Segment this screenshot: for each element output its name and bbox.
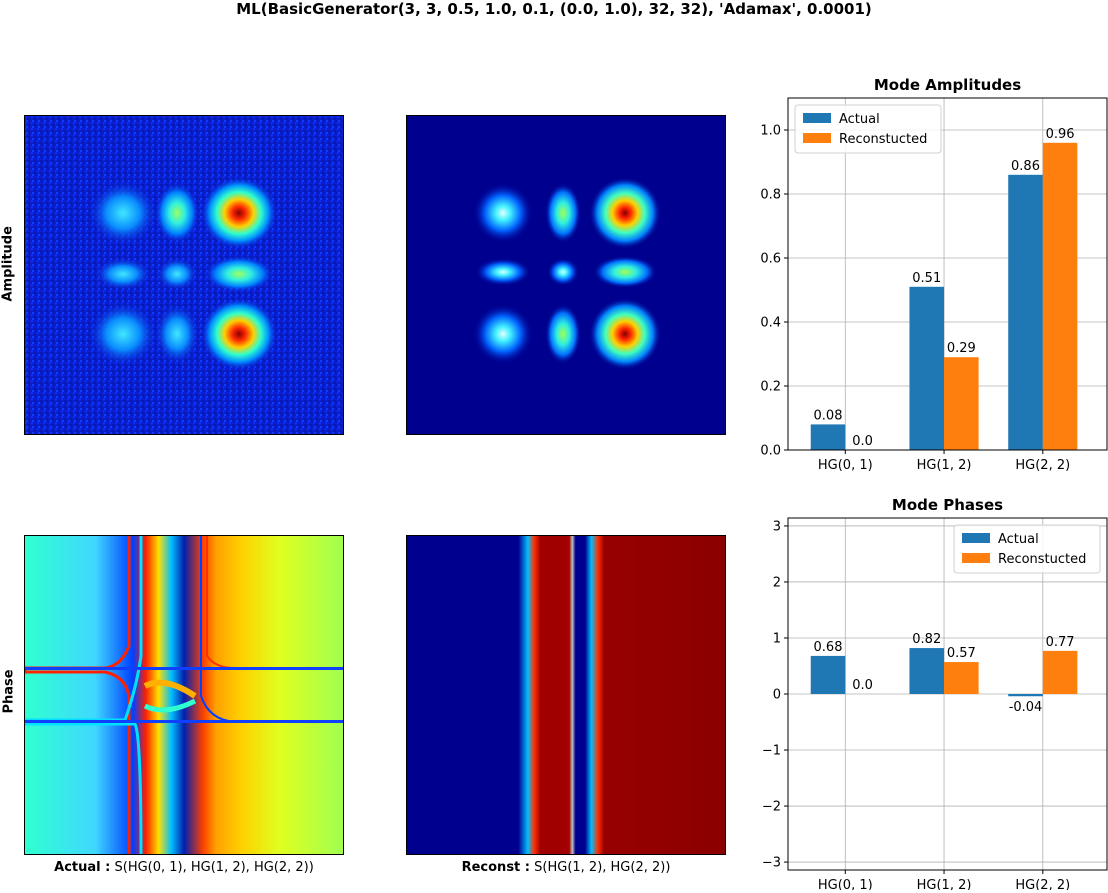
data-label: 0.29 (947, 341, 976, 356)
data-label: 0.96 (1046, 127, 1075, 142)
bar-actual (810, 424, 846, 450)
y-tick-label: 0.6 (760, 252, 781, 267)
bar-actual (1008, 694, 1043, 697)
actual-caption-prefix: Actual : (54, 860, 111, 875)
data-label: 0.57 (947, 646, 976, 661)
bar-actual (909, 648, 945, 694)
plot-frame (787, 517, 1108, 871)
actual-amplitude-image (24, 115, 344, 435)
y-tick-label: 2 (773, 575, 781, 590)
data-label: 0.77 (1046, 635, 1075, 650)
reconstructed-caption-text: S(HG(1, 2), HG(2, 2)) (534, 860, 671, 875)
x-tick-label: HG(0, 1) (818, 878, 873, 890)
reconstructed-caption: Reconst : S(HG(1, 2), HG(2, 2)) (406, 860, 726, 875)
y-tick-label: 0.0 (760, 444, 781, 459)
bar-reconstructed (944, 662, 979, 694)
y-tick-label: 1 (773, 631, 781, 646)
plot-frame (787, 97, 1108, 451)
bar-actual (1008, 174, 1043, 451)
bar-actual (810, 655, 846, 694)
legend-swatch (962, 553, 990, 563)
data-label: 0.68 (814, 640, 843, 655)
reconstructed-amplitude-image (406, 115, 726, 435)
legend-swatch (803, 133, 831, 143)
legend-label: Reconstucted (839, 132, 927, 147)
row-label-amplitude: Amplitude (0, 226, 16, 302)
y-tick-label: 0.8 (760, 188, 781, 203)
mode-amplitudes-chart: Mode Amplitudes 0.0 0.2 0.4 0.6 0.8 1.0 0.08 0.5… (760, 76, 1108, 473)
y-tick-label: 3 (773, 519, 781, 534)
figure-title: ML(BasicGenerator(3, 3, 0.5, 1.0, 0.1, (… (236, 0, 872, 18)
bar-reconstructed (1042, 142, 1078, 451)
legend-label: Reconstucted (998, 552, 1086, 567)
reconstructed-phase-image (406, 535, 726, 855)
legend-swatch (803, 113, 831, 123)
x-tick-label: HG(0, 1) (818, 458, 873, 473)
reconstructed-caption-prefix: Reconst : (461, 860, 530, 875)
legend-label: Actual (839, 112, 880, 127)
chart-title: Mode Amplitudes (874, 76, 1021, 94)
data-label: 0.0 (852, 678, 873, 693)
x-tick-label: HG(2, 2) (1015, 458, 1070, 473)
data-label: -0.04 (1009, 700, 1043, 715)
data-label: 0.0 (852, 434, 873, 449)
bar-actual (909, 286, 945, 450)
y-tick-label: −2 (762, 800, 781, 815)
actual-phase-image (24, 535, 344, 855)
actual-caption: Actual : S(HG(0, 1), HG(1, 2), HG(2, 2)) (24, 860, 344, 875)
bar-reconstructed (944, 357, 979, 450)
y-tick-label: −3 (762, 856, 781, 871)
y-tick-label: 0 (773, 688, 781, 703)
y-tick-label: −1 (762, 744, 781, 759)
x-tick-label: HG(1, 2) (917, 878, 972, 890)
legend-swatch (962, 533, 990, 543)
x-tick-label: HG(1, 2) (917, 458, 972, 473)
data-label: 0.08 (814, 408, 843, 423)
x-tick-label: HG(2, 2) (1015, 878, 1070, 890)
data-label: 0.86 (1011, 159, 1040, 174)
actual-caption-text: S(HG(0, 1), HG(1, 2), HG(2, 2)) (114, 860, 314, 875)
bar-reconstructed (1042, 650, 1078, 694)
y-tick-label: 0.4 (760, 316, 781, 331)
y-tick-label: 1.0 (760, 124, 781, 139)
legend-box (953, 524, 1101, 574)
y-tick-label: 0.2 (760, 380, 781, 395)
legend-label: Actual (998, 532, 1039, 547)
legend-box (794, 104, 942, 154)
data-label: 0.51 (912, 271, 941, 286)
row-label-phase: Phase (1, 669, 17, 714)
mode-phases-chart: Mode Phases −3 −2 −1 0 1 2 3 0.68 0.82 -0.04 0.0 0.5… (762, 496, 1108, 890)
data-label: 0.82 (912, 632, 941, 647)
chart-title: Mode Phases (892, 496, 1003, 514)
